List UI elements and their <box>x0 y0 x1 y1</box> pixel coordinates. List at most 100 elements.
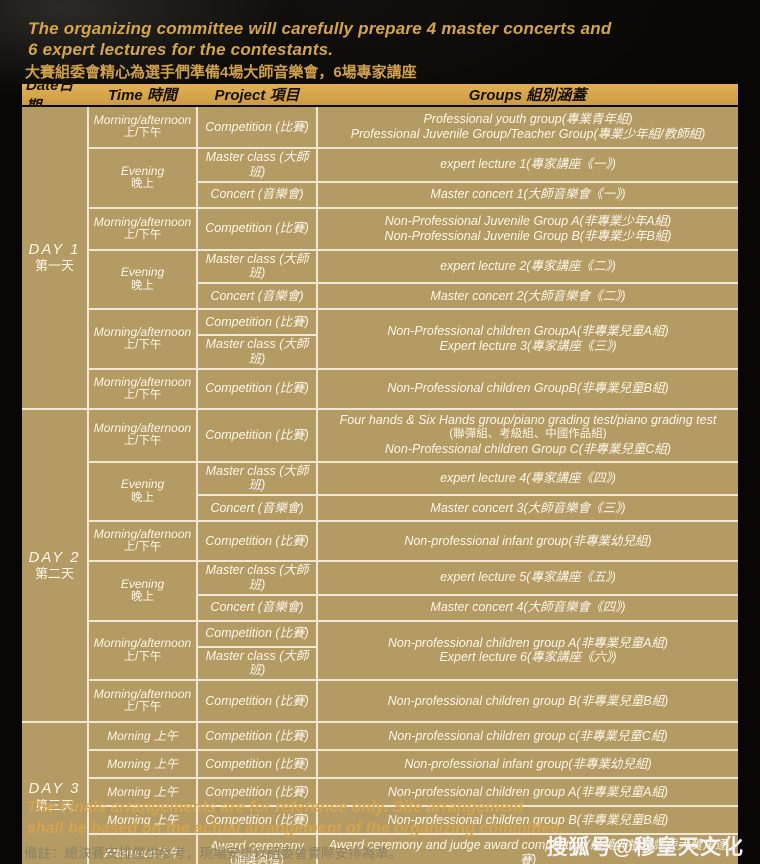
page-title-line2: 6 expert lectures for the contestants. <box>28 40 334 59</box>
project-cell: Concert (音樂會) <box>196 180 318 209</box>
day-label-zh: 第三天 <box>34 798 74 814</box>
table-row: Morning/afternoon 上/下午 Competition (比賽) … <box>22 520 739 562</box>
column-header-groups: Groups 組別涵蓋 <box>468 87 587 104</box>
project-cell: Competition (比賽) <box>196 367 318 410</box>
groups-cell: Non-Professional children GroupB(非專業兒童B組… <box>316 367 739 410</box>
page-subtitle-zh: 大賽組委會精心為選手們準備4場大師音樂會，6場專家講座 <box>25 64 417 81</box>
project-cell: Master class (大師班) <box>196 147 318 183</box>
project-cell: Competition (比賽) <box>196 308 318 336</box>
page-title-line1: The organizing committee will carefully … <box>28 19 612 38</box>
table-row: Master class (大師班) <box>22 645 738 681</box>
table-row: Concert (音樂會) Master concert 4(大師音樂會《四》) <box>22 593 739 622</box>
schedule-table: DAY 1 第一天 Morning/afternoon 上/下午 Competi… <box>21 106 739 864</box>
time-cell: Evening 晚上 <box>87 147 198 209</box>
groups-cell: Four hands & Six Hands group/piano gradi… <box>316 407 739 463</box>
project-cell: Concert (音樂會) <box>196 282 318 310</box>
project-cell: Master class (大師班) <box>196 248 318 284</box>
groups-cell: Master concert 1(大師音樂會《一》) <box>316 180 739 209</box>
footer-note-line1: The Finals arrangements are for referenc… <box>27 799 524 816</box>
project-cell: Competition (比賽) <box>196 679 318 723</box>
day-label-zh: 第一天 <box>34 258 74 274</box>
table-header: Date日期 Time 時間 Project 項目 Groups 組別涵蓋 <box>22 77 738 115</box>
time-cell: Morning 上午 <box>87 805 198 835</box>
table-row: Concert (音樂會) Master concert 2(大師音樂會《二》) <box>22 282 739 310</box>
project-cell: Competition (比賽) <box>196 407 318 463</box>
project-cell: Competition (比賽) <box>196 805 318 835</box>
time-cell: Morning/afternoon 上/下午 <box>87 679 198 723</box>
day-3-section: DAY 3 第三天 Morning 上午 Competition (比賽) No… <box>21 721 739 864</box>
table-row: Master class (大師班) <box>22 334 738 370</box>
table-row: Morning/afternoon 上/下午 Competition (比賽) … <box>22 619 739 681</box>
day-1-section: DAY 1 第一天 Morning/afternoon 上/下午 Competi… <box>21 106 739 410</box>
table-row: DAY 2 第二天 Morning/afternoon 上/下午 Competi… <box>21 407 739 723</box>
project-cell: Competition (比賽) <box>196 721 318 751</box>
footer-note-zh: 備註：總決賽安排僅供參考，現場安排以組委會實際安排為準。 <box>24 846 402 861</box>
project-cell: Master class (大師班) <box>196 560 318 596</box>
time-cell: Evening 晚上 <box>87 460 198 522</box>
table-row: DAY 1 第一天 Morning/afternoon 上/下午 Competi… <box>21 106 739 410</box>
time-cell: Evening 晚上 <box>87 248 198 310</box>
page-title: The organizing committee will carefully … <box>28 18 611 60</box>
time-cell: Morning 上午 <box>87 777 198 807</box>
groups-cell: Non-professional infant group(非專業幼兒組) <box>316 520 739 562</box>
day-label: DAY 2 <box>28 548 81 566</box>
project-cell: Competition (比賽) <box>196 106 318 149</box>
table-row: Concert (音樂會) Master concert 1(大師音樂會《一》) <box>22 180 739 209</box>
table-row: Morning/afternoon 上/下午 Competition (比賽) … <box>22 206 739 251</box>
time-cell: Morning/afternoon 上/下午 <box>87 619 198 681</box>
table-row: Evening 晚上 Master class (大師班) expert lec… <box>22 560 739 622</box>
watermark: 搜狐号@穆皇天文化 <box>546 836 744 859</box>
time-cell: Morning/afternoon 上/下午 <box>87 206 198 251</box>
groups-cell: expert lecture 4(專家講座《四》) <box>316 460 739 496</box>
time-cell: Evening 晚上 <box>87 560 198 622</box>
groups-cell: Non-professional children group B(非專業兒童B… <box>316 679 739 723</box>
footer-note-line2: shall be based on the actual arrangement… <box>27 820 564 837</box>
groups-cell: Non-professional children group c(非專業兒童C… <box>316 721 739 751</box>
groups-cell: Master concert 4(大師音樂會《四》) <box>316 593 739 622</box>
groups-cell: expert lecture 5(專家講座《五》) <box>316 560 739 596</box>
time-cell: Morning/afternoon 上/下午 <box>87 367 198 410</box>
groups-cell: Professional youth group(專業青年組) Professi… <box>316 106 739 149</box>
groups-cell: Non-professional children group A(非專業兒童A… <box>316 619 739 681</box>
table-row: Morning/afternoon 上/下午 Competition (比賽) … <box>22 308 739 370</box>
groups-cell: Non-professional children group A(非專業兒童A… <box>316 777 739 807</box>
project-cell: Master class (大師班) <box>196 334 318 370</box>
groups-cell: Non-professional children group B(非專業兒童B… <box>316 805 739 835</box>
time-cell: Morning 上午 <box>87 721 198 751</box>
table-row: Morning 上午 Competition (比賽) Non-professi… <box>22 749 739 779</box>
groups-cell: Non-professional infant group(非專業幼兒組) <box>316 749 739 779</box>
project-cell: Competition (比賽) <box>196 520 318 562</box>
column-header-project: Project 項目 <box>214 87 300 104</box>
project-cell: Competition (比賽) <box>196 749 318 779</box>
project-cell: Competition (比賽) <box>196 777 318 807</box>
time-cell: Morning/afternoon 上/下午 <box>87 106 198 149</box>
groups-cell: expert lecture 2(專家講座《二》) <box>316 248 739 284</box>
day-label-zh: 第二天 <box>34 566 74 582</box>
table-row: Morning 上午 Competition (比賽) Non-professi… <box>22 777 739 807</box>
table-row: Morning/afternoon 上/下午 Competition (比賽) … <box>22 679 739 723</box>
time-cell: Afternoon下午 <box>87 833 198 864</box>
groups-cell: Master concert 2(大師音樂會《二》) <box>316 282 739 310</box>
time-cell: Morning 上午 <box>87 749 198 779</box>
table-row: DAY 3 第三天 Morning 上午 Competition (比賽) No… <box>21 721 739 864</box>
table-row: Morning/afternoon 上/下午 Competition (比賽) … <box>22 367 739 410</box>
day-label: DAY 1 <box>28 240 81 258</box>
groups-cell: expert lecture 1(專家講座《一》) <box>316 147 739 183</box>
time-cell: Morning/afternoon 上/下午 <box>87 407 198 463</box>
table-row: Afternoon下午 Award ceremony (頒獎典禮) Award … <box>22 833 739 864</box>
groups-cell: Master concert 3(大師音樂會《三》) <box>316 494 739 522</box>
project-cell: Competition (比賽) <box>196 619 318 648</box>
day-2-section: DAY 2 第二天 Morning/afternoon 上/下午 Competi… <box>21 407 739 723</box>
time-cell: Morning/afternoon 上/下午 <box>87 520 198 562</box>
project-cell: Master class (大師班) <box>196 460 318 496</box>
project-cell: Concert (音樂會) <box>196 494 318 522</box>
groups-cell: Non-Professional Juvenile Group A(非專業少年A… <box>316 206 739 251</box>
project-cell: Award ceremony (頒獎典禮) <box>196 833 318 864</box>
project-cell: Concert (音樂會) <box>196 593 318 622</box>
day-label: DAY 3 <box>28 780 81 798</box>
column-header-time: Time 時間 <box>108 87 177 104</box>
project-cell: Master class (大師班) <box>196 645 318 681</box>
date-cell: DAY 3 第三天 <box>21 721 89 864</box>
footer-note: The Finals arrangements are for referenc… <box>27 797 564 839</box>
